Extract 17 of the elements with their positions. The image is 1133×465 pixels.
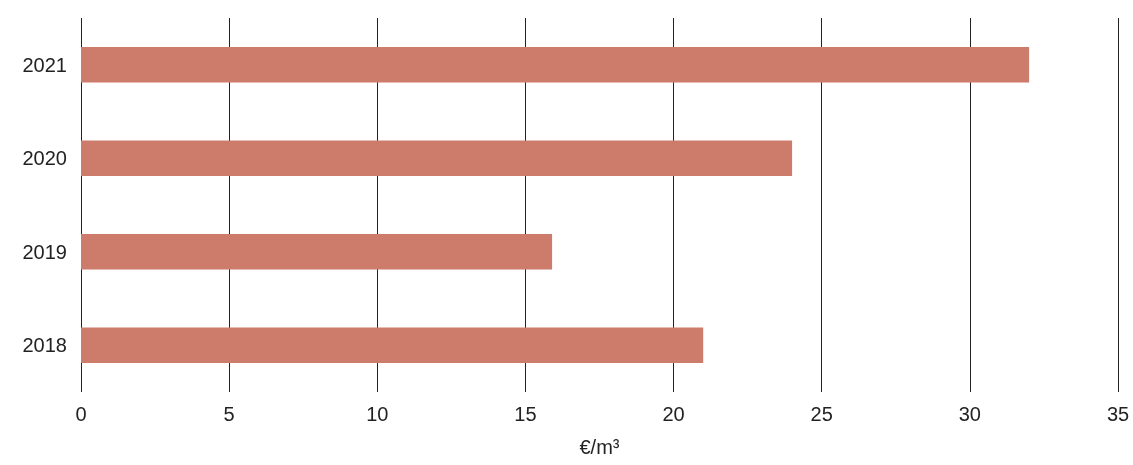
bar bbox=[81, 140, 793, 177]
y-tick-label: 2019 bbox=[22, 240, 67, 263]
y-tick-label: 2021 bbox=[22, 53, 67, 76]
x-axis-title: €/m³ bbox=[579, 436, 620, 458]
x-tick-label: 35 bbox=[1106, 403, 1130, 425]
y-tick-label: 2018 bbox=[22, 334, 67, 357]
x-tick-label: 5 bbox=[223, 403, 235, 425]
bar bbox=[81, 327, 704, 364]
x-tick-label: 10 bbox=[366, 403, 389, 425]
x-tick-label: 25 bbox=[810, 403, 833, 425]
y-tick-label: 2020 bbox=[22, 147, 67, 170]
bar bbox=[81, 233, 553, 270]
x-tick-label: 20 bbox=[662, 403, 685, 425]
x-tick-label: 30 bbox=[958, 403, 981, 425]
x-tick-label: 0 bbox=[75, 403, 87, 425]
bar bbox=[81, 46, 1030, 83]
x-tick-label: 15 bbox=[514, 403, 537, 425]
